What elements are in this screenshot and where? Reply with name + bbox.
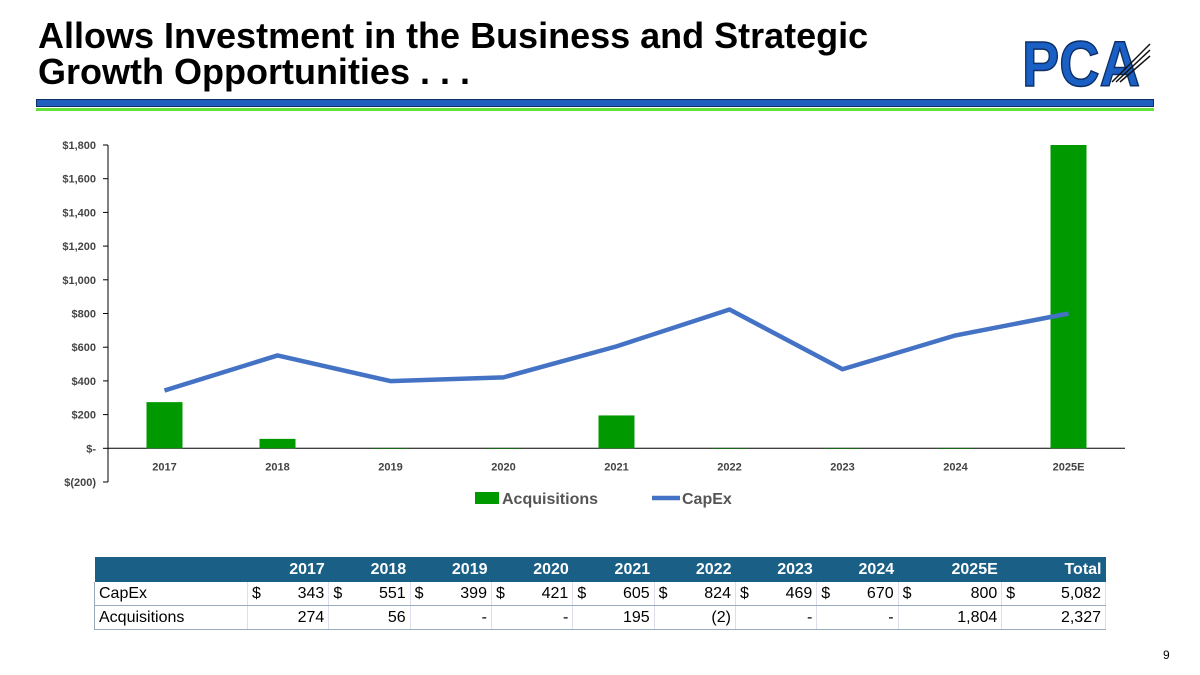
x-tick-label: 2024 <box>943 461 968 473</box>
bar-acquisitions-2024 <box>937 448 974 449</box>
bar-acquisitions-2019 <box>372 448 409 449</box>
currency-symbol <box>816 605 840 630</box>
column-header <box>94 557 248 582</box>
y-tick-label: $200 <box>72 410 96 422</box>
currency-symbol <box>735 605 758 630</box>
column-header: Total <box>1001 557 1106 582</box>
currency-symbol <box>898 605 921 630</box>
x-tick-label: 2020 <box>491 461 515 473</box>
table-cell: 670 <box>839 582 899 606</box>
table-cell: 551 <box>351 582 411 606</box>
x-tick-label: 2019 <box>378 461 402 473</box>
pca-logo: PCA <box>1022 32 1151 92</box>
currency-symbol: $ <box>816 582 840 606</box>
y-tick-label: $1,600 <box>62 174 96 186</box>
table-cell: 343 <box>270 582 330 606</box>
table-cell: 5,082 <box>1024 582 1107 606</box>
line-capex <box>163 307 1069 393</box>
currency-symbol: $ <box>1001 582 1025 606</box>
table-cell: - <box>757 605 818 630</box>
title-rule <box>36 99 1154 107</box>
currency-symbol <box>491 605 514 630</box>
table-cell: 800 <box>920 582 1003 606</box>
column-header: 2023 <box>735 557 817 582</box>
y-tick-label: $1,200 <box>62 241 96 253</box>
legend-capex-label: CapEx <box>682 491 732 508</box>
table-cell: 469 <box>757 582 818 606</box>
y-tick-label: $1,000 <box>62 275 96 287</box>
currency-symbol: $ <box>898 582 921 606</box>
y-tick-label: $600 <box>72 342 96 354</box>
table-row: CapEx $343 $551 $399 $421 $605 $824 $469 $670 $80… <box>94 582 1107 606</box>
table-cell: 1,804 <box>920 605 1003 630</box>
table-cell: 399 <box>432 582 492 606</box>
y-tick-label: $(200) <box>64 477 96 489</box>
column-header: 2021 <box>572 557 655 582</box>
x-tick-label: 2023 <box>830 461 854 473</box>
y-tick-label: $400 <box>72 376 96 388</box>
accent-rule <box>36 108 1154 111</box>
currency-symbol: $ <box>735 582 758 606</box>
currency-symbol <box>654 605 677 630</box>
column-header: 2017 <box>247 557 329 582</box>
table-cell: 421 <box>513 582 574 606</box>
currency-symbol: $ <box>410 582 433 606</box>
bar-acquisitions-2025E <box>1050 145 1087 449</box>
bar-acquisitions-2022 <box>711 448 748 449</box>
currency-symbol: $ <box>572 582 596 606</box>
y-tick-label: $800 <box>72 309 96 321</box>
table-cell: 56 <box>351 605 411 630</box>
column-header: 2018 <box>328 557 411 582</box>
investment-chart: $(200) $- $200 $400 $600 $800 $1,000 $1,200 $1,4… <box>62 140 1125 508</box>
currency-symbol: $ <box>654 582 677 606</box>
bar-acquisitions-2018 <box>259 438 296 449</box>
bar-acquisitions-2021 <box>598 415 635 449</box>
x-tick-label: 2025E <box>1053 461 1085 473</box>
data-table: 2017 2018 2019 2020 2021 2022 2023 2024 2025E Tot… <box>94 557 1107 630</box>
column-header: 2019 <box>410 557 492 582</box>
legend-acquisitions-swatch <box>475 492 499 504</box>
table-cell: - <box>432 605 492 630</box>
column-header: 2020 <box>491 557 573 582</box>
column-header: 2022 <box>654 557 736 582</box>
table-cell: 274 <box>270 605 330 630</box>
bar-acquisitions-2020 <box>485 448 522 449</box>
row-label: Acquisitions <box>94 605 248 630</box>
currency-symbol <box>328 605 352 630</box>
x-tick-label: 2017 <box>152 461 176 473</box>
currency-symbol: $ <box>328 582 352 606</box>
bar-acquisitions-2023 <box>824 448 861 449</box>
page-title: Allows Investment in the Business and St… <box>38 15 869 92</box>
currency-symbol <box>410 605 433 630</box>
table-cell: 824 <box>676 582 736 606</box>
row-label: CapEx <box>94 582 248 606</box>
column-header: 2024 <box>816 557 899 582</box>
legend-acquisitions-label: Acquisitions <box>502 491 598 508</box>
page-number: 9 <box>1163 648 1170 662</box>
svg-text:PCA: PCA <box>1022 32 1140 92</box>
bar-acquisitions-2017 <box>146 402 183 449</box>
table-cell: 2,327 <box>1024 605 1107 630</box>
y-tick-label: $- <box>86 443 96 455</box>
currency-symbol <box>1001 605 1025 630</box>
currency-symbol <box>572 605 596 630</box>
currency-symbol: $ <box>247 582 270 606</box>
currency-symbol <box>247 605 270 630</box>
y-tick-label: $1,400 <box>62 207 96 219</box>
table-cell: - <box>839 605 899 630</box>
currency-symbol: $ <box>491 582 514 606</box>
x-tick-label: 2018 <box>265 461 289 473</box>
table-cell: (2) <box>676 605 736 630</box>
table-row: Acquisitions 274 56- -195 (2) - -1,804 2,327 <box>94 605 1107 630</box>
x-tick-label: 2022 <box>717 461 741 473</box>
table-cell: - <box>513 605 574 630</box>
y-tick-label: $1,800 <box>62 140 96 152</box>
column-header: 2025E <box>898 557 1002 582</box>
x-tick-label: 2021 <box>604 461 628 473</box>
table-cell: 605 <box>595 582 655 606</box>
table-cell: 195 <box>595 605 655 630</box>
